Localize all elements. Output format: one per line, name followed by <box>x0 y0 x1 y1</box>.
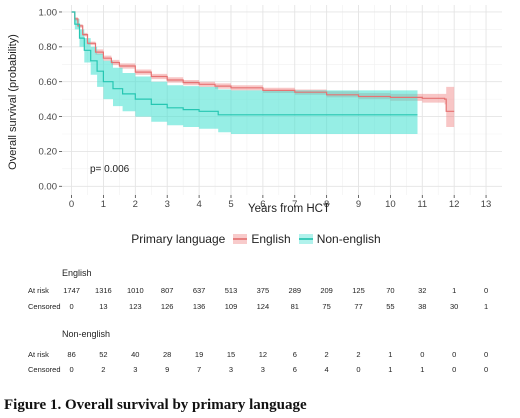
risk-cell: 1010 <box>126 286 144 295</box>
x-tick-label: 9 <box>356 199 361 210</box>
risk-cell: 75 <box>322 302 331 311</box>
risk-cell: 123 <box>129 302 142 311</box>
survival-chart: 0 1 2 3 4 5 6 7 8 9 10 11 12 130.000.200.400.600.801.… <box>7 5 502 215</box>
risk-cell: 1 <box>388 365 393 374</box>
survival-line-english <box>71 11 455 112</box>
risk-cell: 7 <box>197 365 202 374</box>
confidence-band-non-english <box>71 12 418 134</box>
risk-cell: 0 <box>452 350 457 359</box>
risk-cell: 0 <box>356 365 361 374</box>
legend-swatch-english <box>233 234 248 244</box>
x-tick-label: 2 <box>133 199 138 210</box>
risk-cell: 0 <box>484 365 489 374</box>
risk-cell: 637 <box>192 286 206 295</box>
risk-cell: 1 <box>420 365 425 374</box>
legend-item-english: English <box>233 232 291 246</box>
y-tick-label: 0.40 <box>39 112 58 123</box>
risk-cell: 13 <box>99 302 108 311</box>
risk-cell: 70 <box>386 286 395 295</box>
risk-cell: 77 <box>354 302 363 311</box>
x-tick-label: 12 <box>449 199 460 210</box>
risk-cell: 2 <box>356 350 361 359</box>
x-tick-label: 11 <box>417 199 427 210</box>
risk-cell: 86 <box>67 350 76 359</box>
risk-cell: 109 <box>224 302 238 311</box>
risk-cell: 15 <box>226 350 236 359</box>
x-tick-label: 0 <box>69 199 74 210</box>
x-tick-label: 10 <box>385 199 396 210</box>
p-value-annotation: p= 0.006 <box>90 164 130 175</box>
risk-cell: 2 <box>324 350 329 359</box>
x-tick-label: 6 <box>260 199 265 210</box>
x-tick-label: 8 <box>324 199 329 210</box>
risk-cell: 28 <box>163 350 172 359</box>
risk-cell: 136 <box>192 302 206 311</box>
risk-cell: 209 <box>320 286 333 295</box>
risk-cell: 1 <box>484 302 489 311</box>
risk-cell: 6 <box>292 365 297 374</box>
risk-cell: 124 <box>256 302 270 311</box>
risk-cell: 30 <box>450 302 459 311</box>
risk-cell: 40 <box>131 350 140 359</box>
legend-label-non-english: Non-english <box>316 232 381 246</box>
risk-cell: 12 <box>258 350 268 359</box>
x-tick-label: 3 <box>165 199 170 210</box>
legend-item-non-english: Non-english <box>298 232 381 246</box>
x-tick-label: 5 <box>228 199 233 210</box>
y-tick-label: 0.00 <box>39 182 58 193</box>
x-tick-label: 7 <box>292 199 297 210</box>
risk-cell: 81 <box>290 302 299 311</box>
x-axis-label: Years from HCT <box>248 203 330 215</box>
risk-cell: 126 <box>160 302 174 311</box>
axes: 0 1 2 3 4 5 6 7 8 9 10 11 12 130.000.200.400.600.801.… <box>39 7 492 210</box>
confidence-bands <box>71 12 455 134</box>
risk-cell: 52 <box>99 350 108 359</box>
y-tick-label: 0.60 <box>39 77 58 88</box>
risk-cell: 807 <box>160 286 174 295</box>
x-tick-label: 1 <box>101 199 106 210</box>
y-tick-label: 1.00 <box>39 7 58 18</box>
risk-cell: 375 <box>256 286 270 295</box>
risk-cell: 1316 <box>95 286 112 295</box>
risk-cell: 0 <box>452 365 457 374</box>
risk-cell: 289 <box>288 286 302 295</box>
risk-group-title: Non-english <box>62 329 111 339</box>
risk-cell: 6 <box>292 350 297 359</box>
risk-cell: 9 <box>165 365 170 374</box>
risk-cell: 4 <box>324 365 329 374</box>
y-tick-label: 0.20 <box>39 147 58 158</box>
risk-cell: 55 <box>386 302 395 311</box>
legend-label-english: English <box>251 232 291 246</box>
legend: Primary language English Non-english <box>0 230 520 248</box>
risk-cell: 38 <box>418 302 427 311</box>
risk-cell: 3 <box>133 365 138 374</box>
risk-cell: 0 <box>420 350 425 359</box>
risk-cell: 0 <box>69 302 74 311</box>
risk-cell: 3 <box>260 365 265 374</box>
survival-curves <box>71 11 455 116</box>
risk-cell: 513 <box>224 286 238 295</box>
risk-cell: 0 <box>484 350 489 359</box>
x-tick-label: 4 <box>196 199 201 210</box>
survival-line-non-english <box>71 11 418 116</box>
risk-cell: 1747 <box>63 286 80 295</box>
risk-cell: 1 <box>388 350 393 359</box>
risk-cell: 0 <box>69 365 74 374</box>
risk-group-title: English <box>62 268 92 278</box>
legend-title: Primary language <box>131 232 226 246</box>
risk-cell: 0 <box>484 286 489 295</box>
risk-cell: 32 <box>418 286 427 295</box>
figure-caption: Figure 1. Overall survival by primary la… <box>4 397 307 413</box>
risk-cell: 3 <box>228 365 234 374</box>
y-tick-label: 0.80 <box>39 42 58 53</box>
y-axis-label: Overall survival (probability) <box>7 34 19 170</box>
risk-cell: 1 <box>452 286 457 295</box>
risk-cell: 2 <box>101 365 106 374</box>
risk-cell: 125 <box>352 286 365 295</box>
risk-cell: 19 <box>194 350 204 359</box>
x-tick-label: 13 <box>481 199 492 210</box>
legend-swatch-non-english <box>298 234 313 244</box>
